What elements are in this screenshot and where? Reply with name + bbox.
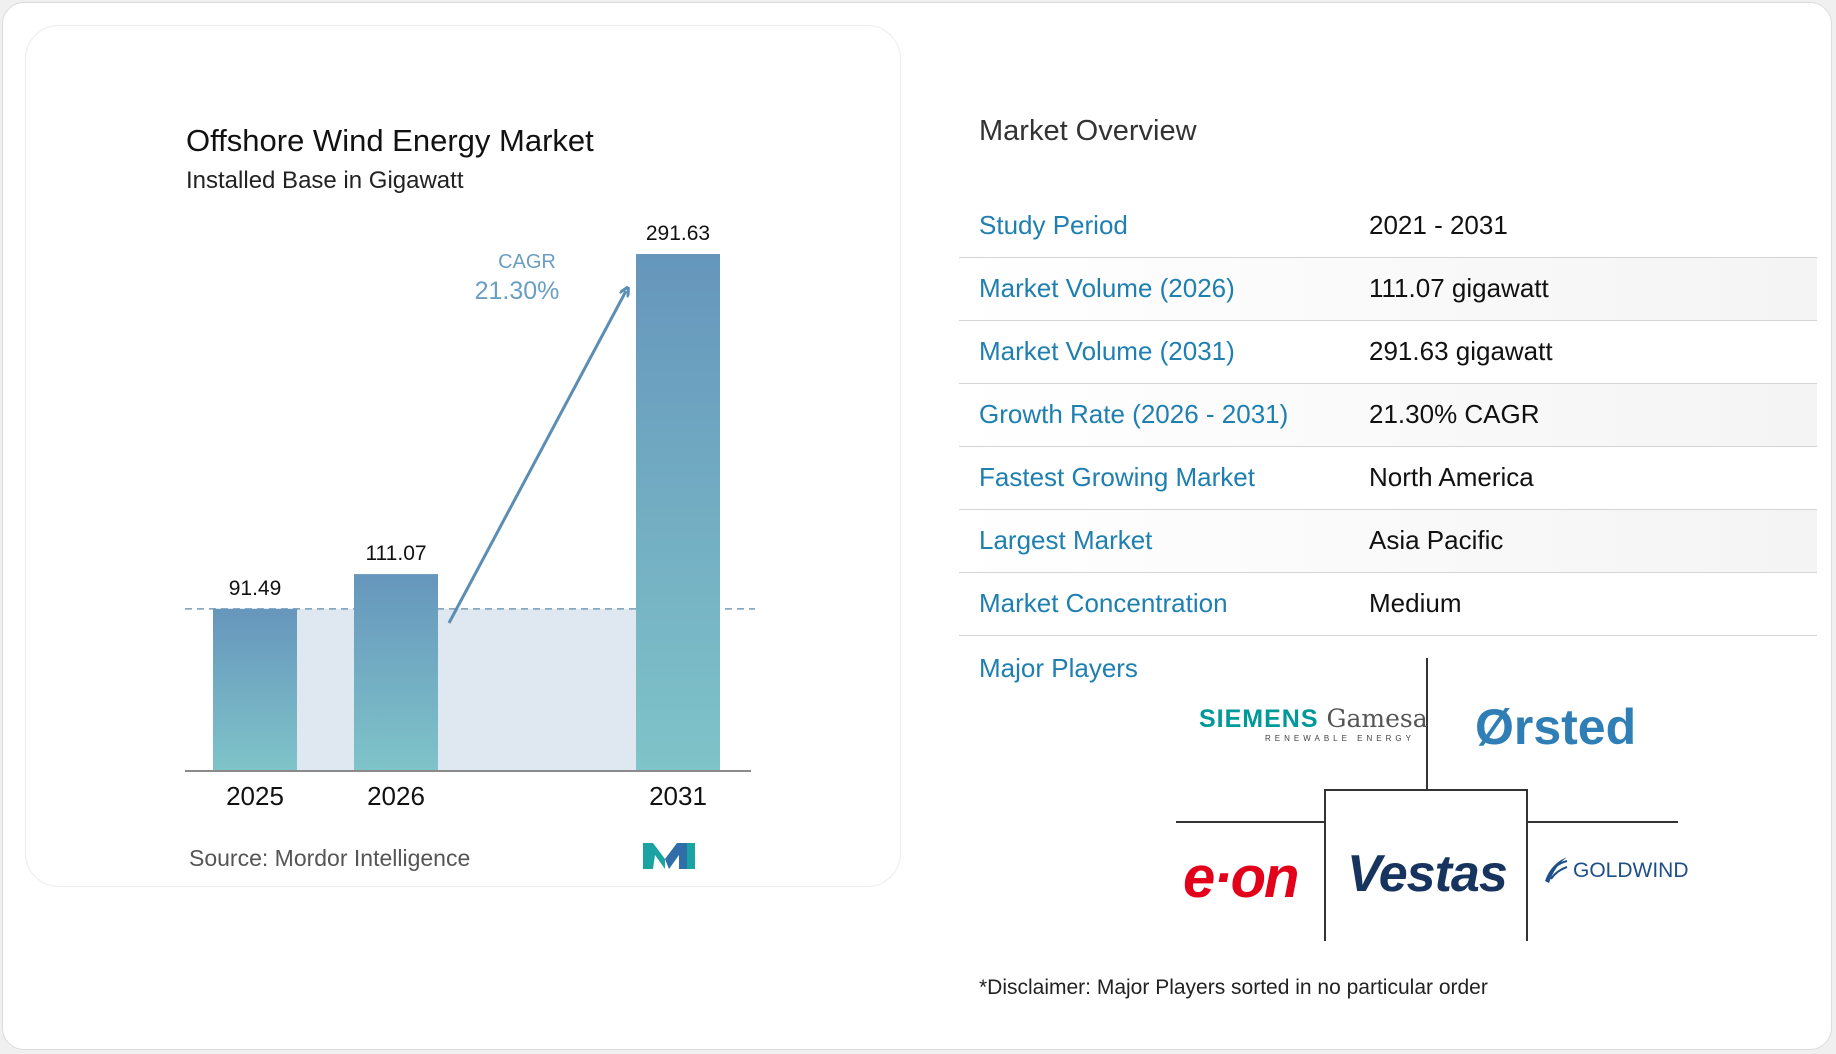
siemens-wordmark: SIEMENS bbox=[1199, 705, 1319, 733]
orsted-logo: Ørsted bbox=[1475, 699, 1637, 755]
overview-row: Market Volume (2026) 111.07 gigawatt bbox=[959, 258, 1817, 321]
overview-row: Study Period 2021 - 2031 bbox=[959, 195, 1817, 258]
bar-value-label: 291.63 bbox=[646, 222, 710, 245]
disclaimer: *Disclaimer: Major Players sorted in no … bbox=[979, 976, 1488, 999]
vestas-logo: Vestas bbox=[1347, 845, 1508, 903]
row-value: 111.07 gigawatt bbox=[1369, 273, 1549, 303]
mordor-intelligence-logo bbox=[643, 843, 695, 869]
row-value: 21.30% CAGR bbox=[1369, 399, 1540, 429]
bar-value-label: 91.49 bbox=[229, 577, 282, 600]
row-label: Market Volume (2031) bbox=[979, 336, 1235, 366]
overview-row: Market Volume (2031) 291.63 gigawatt bbox=[959, 321, 1817, 384]
row-value: Medium bbox=[1369, 588, 1462, 618]
row-value: North America bbox=[1369, 462, 1534, 492]
bar-value-label: 111.07 bbox=[365, 542, 426, 565]
cagr-label: CAGR bbox=[498, 251, 556, 273]
major-players-label: Major Players bbox=[979, 653, 1138, 683]
overview-table: Study Period 2021 - 2031 Market Volume (… bbox=[959, 195, 1817, 636]
eon-logo: e·on bbox=[1183, 845, 1299, 910]
x-tick-label: 2026 bbox=[367, 781, 425, 811]
chart-subtitle: Installed Base in Gigawatt bbox=[186, 167, 464, 194]
grid-divider bbox=[1528, 821, 1678, 823]
row-label: Market Volume (2026) bbox=[979, 273, 1235, 303]
source-note: Source: Mordor Intelligence bbox=[189, 845, 471, 871]
grid-divider bbox=[1324, 789, 1528, 791]
major-players-grid: SIEMENS Gamesa RENEWABLE ENERGY Ørsted e… bbox=[1173, 658, 1689, 941]
overview-row: Largest Market Asia Pacific bbox=[959, 510, 1817, 573]
chart-title: Offshore Wind Energy Market bbox=[186, 123, 594, 158]
overview-row: Growth Rate (2026 - 2031) 21.30% CAGR bbox=[959, 384, 1817, 447]
bar-2025 bbox=[213, 608, 297, 771]
row-value: 2021 - 2031 bbox=[1369, 210, 1508, 240]
row-label: Growth Rate (2026 - 2031) bbox=[979, 399, 1289, 429]
overview-title: Market Overview bbox=[979, 115, 1197, 147]
x-tick-label: 2025 bbox=[226, 781, 284, 811]
goldwind-icon bbox=[1545, 857, 1568, 883]
row-value: Asia Pacific bbox=[1369, 525, 1504, 555]
row-label: Fastest Growing Market bbox=[979, 462, 1255, 492]
overview-row: Fastest Growing Market North America bbox=[959, 447, 1817, 510]
row-label: Largest Market bbox=[979, 525, 1153, 555]
x-tick-label: 2031 bbox=[649, 781, 707, 811]
gamesa-wordmark: Gamesa bbox=[1326, 704, 1428, 733]
row-label: Market Concentration bbox=[979, 588, 1228, 618]
goldwind-logo: GOLDWIND bbox=[1573, 859, 1689, 882]
bar-2026 bbox=[354, 574, 438, 771]
bar-chart: 91.49 2025 111.07 2026 291.63 2031 CAGR 21.30% bbox=[185, 222, 755, 811]
grid-divider bbox=[1176, 821, 1324, 823]
grid-divider bbox=[1324, 789, 1326, 941]
cagr-arrow bbox=[447, 291, 626, 624]
row-label: Study Period bbox=[979, 210, 1128, 240]
cagr-value: 21.30% bbox=[475, 277, 560, 305]
siemens-gamesa-logo: SIEMENS Gamesa bbox=[1199, 704, 1428, 734]
bar-2031 bbox=[636, 254, 720, 772]
overview-row: Market Concentration Medium bbox=[959, 573, 1817, 636]
siemens-gamesa-subtitle: RENEWABLE ENERGY bbox=[1265, 734, 1415, 743]
grid-divider bbox=[1526, 789, 1528, 941]
grid-divider bbox=[1426, 658, 1428, 789]
row-value: 291.63 gigawatt bbox=[1369, 336, 1553, 366]
